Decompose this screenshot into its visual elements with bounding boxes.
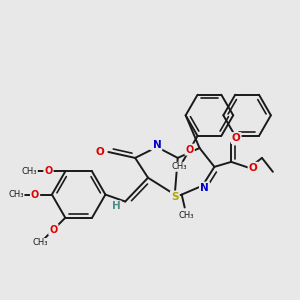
Text: O: O <box>44 167 52 176</box>
Text: CH₃: CH₃ <box>32 238 48 247</box>
Text: O: O <box>185 145 194 154</box>
Text: O: O <box>249 163 257 173</box>
Text: N: N <box>200 184 209 194</box>
Text: CH₃: CH₃ <box>179 211 194 220</box>
Text: N: N <box>153 140 161 150</box>
Text: CH₃: CH₃ <box>22 167 38 176</box>
Text: CH₃: CH₃ <box>172 162 188 171</box>
Text: N: N <box>200 183 209 193</box>
Text: O: O <box>232 133 241 143</box>
Text: O: O <box>95 147 104 157</box>
Text: O: O <box>31 190 39 200</box>
Text: O: O <box>49 225 58 235</box>
Text: N: N <box>151 139 159 149</box>
Text: S: S <box>171 192 178 202</box>
Text: H: H <box>112 202 121 212</box>
Text: CH₃: CH₃ <box>8 190 24 199</box>
Text: S: S <box>171 193 178 202</box>
